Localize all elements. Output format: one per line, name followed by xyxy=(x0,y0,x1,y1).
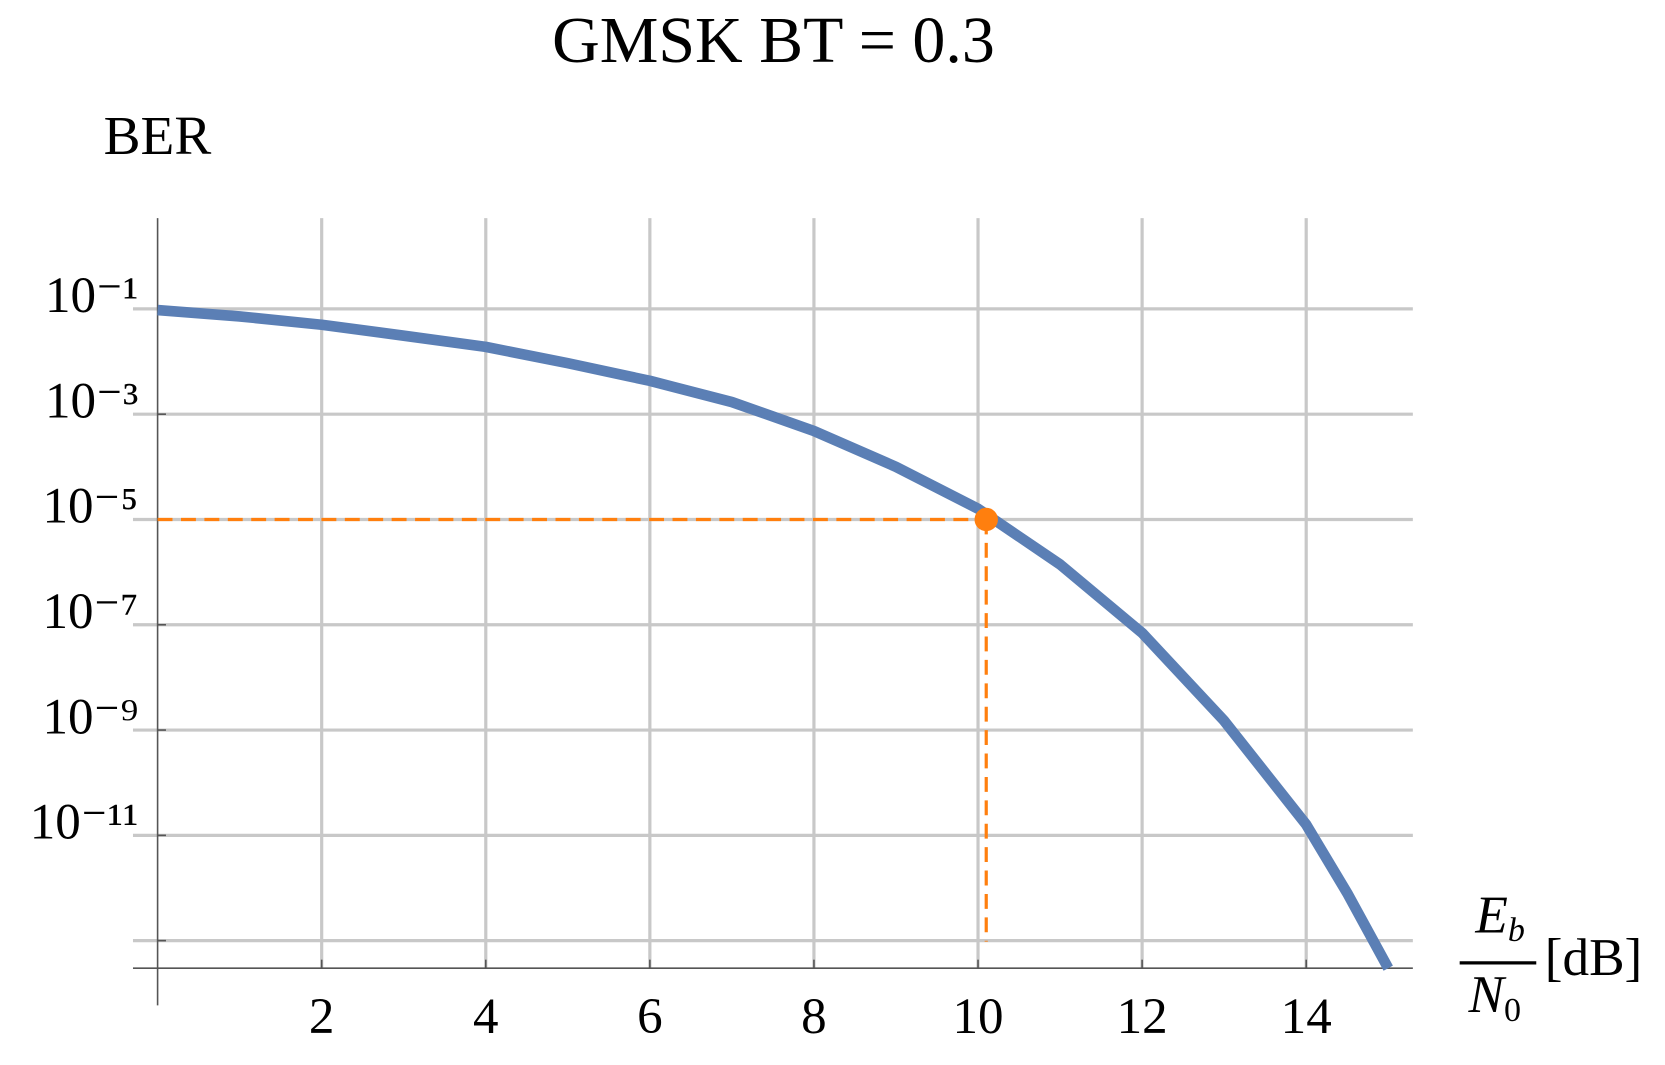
marker-point xyxy=(974,507,998,532)
y-tick-label: 10⁻¹¹ xyxy=(30,794,139,851)
x-tick-label: 4 xyxy=(473,988,499,1045)
y-tick-label: 10⁻⁹ xyxy=(43,688,139,745)
chart-title: GMSK BT = 0.3 xyxy=(552,4,995,77)
y-tick-label: 10⁻⁷ xyxy=(43,583,139,640)
data-line xyxy=(157,304,1393,971)
x-label-part: b xyxy=(1508,912,1525,949)
x-label-unit: [dB] xyxy=(1545,928,1643,987)
y-tick-label: 10⁻⁵ xyxy=(43,478,139,535)
x-tick-label: 8 xyxy=(801,988,827,1045)
y-tick-label: 10⁻¹ xyxy=(45,267,138,324)
x-label-part: 0 xyxy=(1504,992,1521,1029)
y-tick-label: 10⁻³ xyxy=(45,372,138,429)
x-tick-label: 12 xyxy=(1117,988,1168,1045)
x-label-numerator: Eb xyxy=(1474,885,1525,948)
x-axis-label: Eb N0 [dB] xyxy=(1459,885,1643,1029)
x-label-part: N xyxy=(1468,965,1507,1024)
x-label-part: E xyxy=(1474,885,1508,944)
x-tick-label: 2 xyxy=(309,988,335,1045)
x-tick-label: 6 xyxy=(637,988,663,1045)
y-axis-label: BER xyxy=(104,105,212,166)
x-label-denominator: N0 xyxy=(1468,965,1521,1028)
x-tick-label: 10 xyxy=(953,988,1004,1045)
x-tick-label: 14 xyxy=(1281,988,1332,1045)
